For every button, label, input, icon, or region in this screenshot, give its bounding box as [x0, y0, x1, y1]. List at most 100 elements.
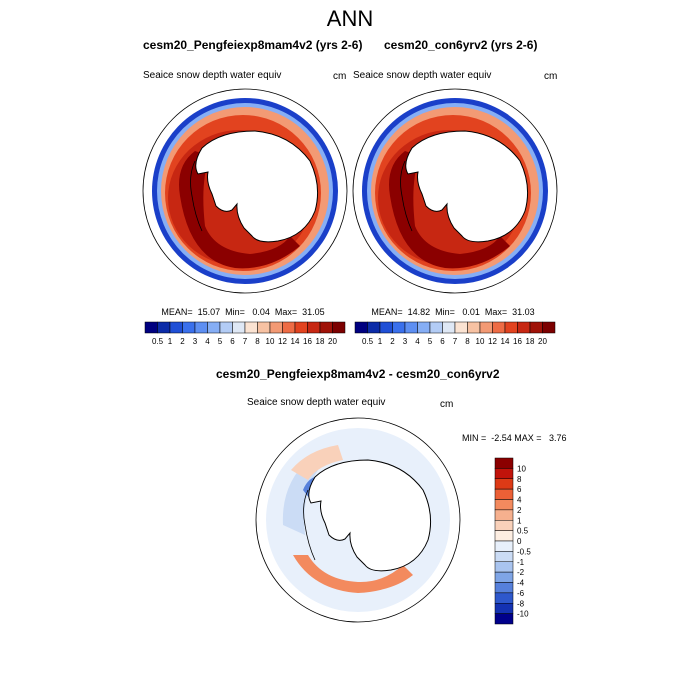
- colorbar-swatch: [442, 321, 456, 334]
- colorbar-tick-label: 6: [440, 337, 445, 346]
- colorbar-swatch: [517, 321, 531, 334]
- colorbar-swatch: [479, 321, 493, 334]
- colorbar-swatch: [332, 321, 346, 334]
- colorbar-tick-label: 2: [180, 337, 185, 346]
- colorbar-swatch: [494, 551, 514, 562]
- figure-title: ANN: [326, 6, 374, 31]
- panel3-units-label: cm: [440, 399, 454, 410]
- colorbar-swatch: [404, 321, 418, 334]
- panel3-title: cesm20_Pengfeiexp8mam4v2 - cesm20_con6yr…: [216, 367, 500, 381]
- colorbar-tick-label: 18: [526, 337, 535, 346]
- colorbar-tick-label: 3: [403, 337, 408, 346]
- panel3-map: [255, 417, 461, 623]
- colorbar-swatch: [542, 321, 556, 334]
- colorbar-tick-label: 8: [255, 337, 260, 346]
- thick-snow-region: [179, 151, 300, 269]
- colorbar-swatch: [294, 321, 308, 334]
- colorbar-tick-label: 1: [378, 337, 383, 346]
- map-boundary: [255, 417, 461, 623]
- colorbar-tick-label: -6: [517, 589, 525, 598]
- colorbar-swatch: [494, 613, 514, 625]
- colorbar-tick-label: 10: [266, 337, 275, 346]
- colorbar-tick-label: 5: [428, 337, 433, 346]
- colorbar-swatch: [269, 321, 283, 334]
- panel1-stats: MEAN= 15.07 Min= 0.04 Max= 31.05: [161, 307, 325, 317]
- colorbar-swatch: [494, 509, 514, 521]
- colorbar-tick-label: -10: [517, 610, 529, 619]
- colorbar-tick-label: 10: [517, 464, 526, 473]
- panel1-units-label: cm: [333, 71, 347, 82]
- colorbar-tick-label: 6: [230, 337, 235, 346]
- colorbar-tick-label: 14: [291, 337, 300, 346]
- colorbar-tick-label: 20: [538, 337, 547, 346]
- colorbar-tick-label: 2: [390, 337, 395, 346]
- colorbar-swatch: [494, 582, 514, 594]
- colorbar-tick-label: -8: [517, 599, 525, 608]
- colorbar-swatch: [454, 321, 468, 334]
- panel2-stats: MEAN= 14.82 Min= 0.01 Max= 31.03: [371, 307, 535, 317]
- colorbar-swatch: [379, 321, 393, 334]
- colorbar-tick-label: 1: [517, 516, 522, 525]
- panel3-colorbar: 10 86 421 0.50-0.5 -1-2 -4-6-8 -10: [494, 457, 531, 625]
- colorbar-tick-label: 0: [517, 537, 522, 546]
- colorbar-swatch: [307, 321, 321, 334]
- colorbar-tick-label: 7: [453, 337, 458, 346]
- panel3-stats: MIN = -2.54 MAX = 3.76: [462, 433, 567, 443]
- colorbar-swatch: [417, 321, 431, 334]
- colorbar-swatch: [494, 540, 514, 552]
- colorbar-swatch: [494, 478, 514, 490]
- colorbar-tick-label: 4: [205, 337, 210, 346]
- colorbar-swatch: [319, 321, 333, 334]
- colorbar-swatch: [494, 488, 514, 500]
- colorbar-swatch: [494, 468, 514, 479]
- colorbar-swatch: [494, 457, 514, 469]
- panel2-map: [352, 88, 558, 294]
- panel1-title: cesm20_Pengfeiexp8mam4v2 (yrs 2-6): [143, 38, 363, 52]
- colorbar-swatch: [157, 321, 171, 334]
- colorbar-tick-label: 12: [278, 337, 287, 346]
- colorbar-tick-label: 1: [168, 337, 173, 346]
- colorbar-tick-label: 7: [243, 337, 248, 346]
- colorbar-swatch: [494, 603, 514, 614]
- colorbar-tick-label: 6: [517, 485, 522, 494]
- colorbar-tick-label: 8: [465, 337, 470, 346]
- colorbar-swatch: [367, 321, 381, 334]
- colorbar-swatch: [429, 321, 443, 334]
- map-boundary: [142, 88, 348, 294]
- colorbar-tick-label: 0.5: [362, 337, 374, 346]
- colorbar-swatch: [494, 592, 514, 604]
- colorbar-swatch: [182, 321, 196, 334]
- colorbar-swatch: [529, 321, 543, 334]
- peninsula-outline: [303, 489, 316, 561]
- colorbar-swatch: [207, 321, 221, 334]
- map-boundary: [352, 88, 558, 294]
- colorbar-tick-label: -2: [517, 568, 525, 577]
- panel1-variable-label: Seaice snow depth water equiv: [143, 70, 282, 81]
- colorbar-swatch: [494, 499, 514, 511]
- colorbar-tick-label: 10: [476, 337, 485, 346]
- colorbar-swatch: [494, 561, 514, 573]
- colorbar-tick-label: 14: [501, 337, 510, 346]
- panel2-units-label: cm: [544, 71, 558, 82]
- colorbar-swatch: [492, 321, 506, 334]
- thick-snow-region: [389, 151, 510, 269]
- colorbar-tick-label: 16: [513, 337, 522, 346]
- colorbar-tick-label: 0.5: [517, 527, 529, 536]
- antarctica-landmass: [308, 459, 432, 572]
- colorbar-tick-label: -1: [517, 558, 525, 567]
- colorbar-tick-label: -4: [517, 579, 525, 588]
- antarctica-landmass: [195, 130, 319, 243]
- panel1-map: [142, 88, 348, 294]
- colorbar-swatch: [194, 321, 208, 334]
- colorbar-swatch: [494, 530, 514, 542]
- colorbar-swatch: [232, 321, 246, 334]
- antarctica-landmass: [405, 130, 529, 243]
- colorbar-tick-label: -0.5: [517, 547, 531, 556]
- colorbar-tick-label: 2: [517, 506, 522, 515]
- colorbar-swatch: [467, 321, 481, 334]
- colorbar-tick-label: 4: [517, 496, 522, 505]
- colorbar-swatch: [244, 321, 258, 334]
- diff-ross-region: [293, 555, 413, 593]
- panel3-variable-label: Seaice snow depth water equiv: [247, 397, 386, 408]
- colorbar-tick-label: 16: [303, 337, 312, 346]
